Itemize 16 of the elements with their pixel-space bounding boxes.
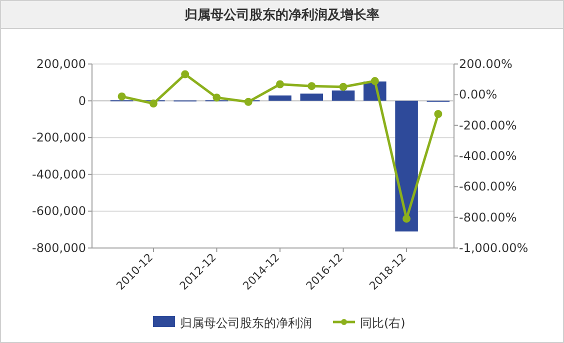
y2-tick-label: 0.00% <box>459 88 498 102</box>
y2-tick-label: -600.00% <box>459 180 517 194</box>
y-tick-label: -800,000 <box>32 241 86 255</box>
y2-tick-label: -200.00% <box>459 118 517 132</box>
y-tick-label: -600,000 <box>32 204 86 218</box>
y2-tick-label: -1,000.00% <box>459 241 528 255</box>
y-tick-label: 200,000 <box>36 57 86 71</box>
y-tick-label: -200,000 <box>32 130 86 145</box>
y2-tick-label: -800.00% <box>459 210 517 224</box>
legend-label: 归属母公司股东的净利润 <box>180 316 312 330</box>
y-tick-label: 0 <box>78 94 86 108</box>
y2-tick-label: 200.00% <box>459 57 512 71</box>
legend-label: 同比(右) <box>360 316 406 330</box>
y2-tick-label: -400.00% <box>459 149 517 163</box>
chart-title: 归属母公司股东的净利润及增长率 <box>184 7 380 23</box>
y-tick-label: -400,000 <box>32 167 86 182</box>
